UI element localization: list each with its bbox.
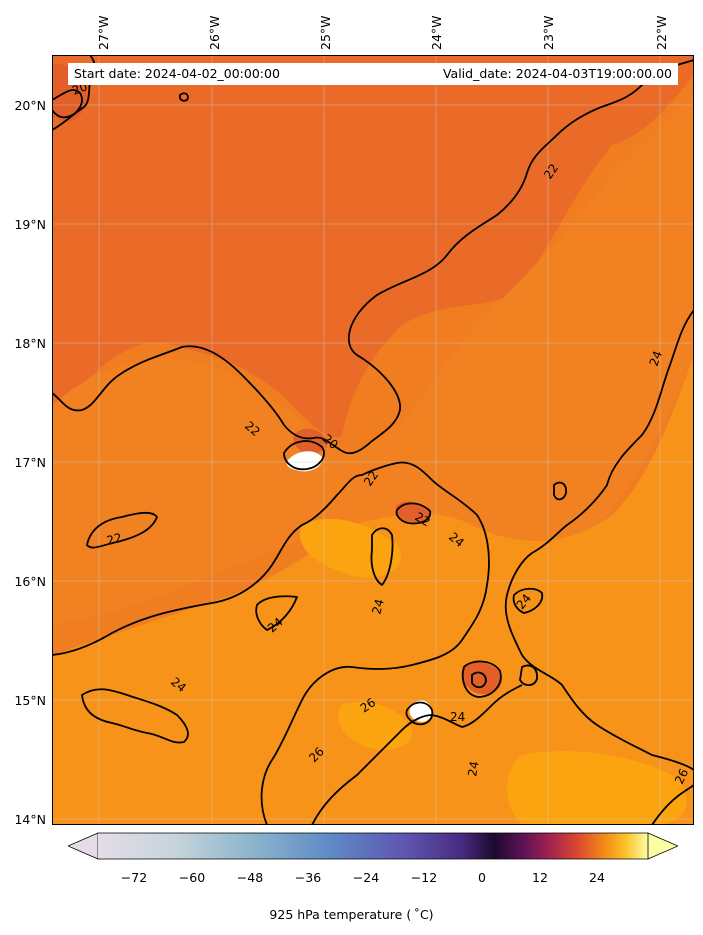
lat-label-15n: 15°N — [14, 693, 46, 708]
contour-24-west — [81, 688, 189, 744]
field-mid-band — [52, 95, 694, 625]
contour-22-northeast — [341, 59, 694, 455]
colorbar-tick: −12 — [410, 870, 438, 885]
lat-label-17n: 17°N — [14, 455, 46, 470]
date-info-box: Start date: 2024-04-02_00:00:00 Valid_da… — [68, 63, 678, 85]
field-dark-spot-2 — [395, 501, 430, 523]
contour-24-small-5 — [519, 664, 538, 687]
contour-26-southeast — [651, 784, 694, 825]
colorbar-tick: 12 — [532, 870, 548, 885]
colorbar-extend-min — [68, 832, 99, 860]
lat-label-20n: 20°N — [14, 98, 46, 113]
map-frame — [52, 55, 694, 825]
contour-label-group: 20 22 22 22 22 24 24 24 24 24 24 24 24 2… — [70, 79, 691, 786]
contour-lines — [52, 55, 694, 825]
contour-24-east — [504, 309, 694, 771]
lon-label-27w: 27°W — [96, 15, 111, 50]
contour-20-nw — [52, 89, 83, 119]
contour-label: 24 — [369, 597, 386, 615]
contour-small-ne-loop — [178, 92, 189, 102]
contour-24-small-1 — [255, 595, 298, 631]
contour-label: 26 — [672, 767, 691, 787]
field-dark-spot-3 — [461, 661, 503, 695]
contour-label: 24 — [647, 349, 665, 368]
contour-label: 24 — [465, 760, 481, 777]
colorbar-extend-max — [647, 832, 678, 860]
colorbar-tick: 0 — [478, 870, 486, 885]
lat-label-14n: 14°N — [14, 812, 46, 827]
colorbar-tick: −72 — [120, 870, 148, 885]
lat-label-18n: 18°N — [14, 336, 46, 351]
temperature-map: 20 22 22 22 22 24 24 24 24 24 24 24 24 2… — [52, 55, 694, 825]
contour-loop-se-1 — [461, 660, 502, 698]
lon-label-23w: 23°W — [541, 15, 556, 50]
contour-24-loop-center — [395, 502, 432, 525]
colorbar-body — [98, 833, 648, 859]
colorbar-tick: 24 — [589, 870, 605, 885]
field-warm-south — [52, 355, 694, 825]
contour-label: 22 — [413, 509, 433, 529]
field-hot-patch-1 — [300, 518, 401, 578]
colorbar-tick: −60 — [178, 870, 206, 885]
contour-label: 22 — [105, 530, 123, 547]
lat-label-16n: 16°N — [14, 574, 46, 589]
colorbar-label: 925 hPa temperature ( ˚C) — [269, 907, 434, 922]
contour-22-loop-west — [86, 511, 158, 549]
lon-label-24w: 24°W — [429, 15, 444, 50]
graticule — [52, 55, 694, 825]
contour-24-small-2 — [370, 527, 394, 586]
colorbar-tick: −48 — [236, 870, 264, 885]
start-date-text: Start date: 2024-04-02_00:00:00 — [74, 66, 280, 81]
lon-label-22w: 22°W — [654, 15, 669, 50]
colorbar — [68, 832, 678, 860]
contour-20-loop — [283, 440, 325, 471]
field-cool-north — [52, 55, 694, 438]
contour-24-small-4 — [553, 481, 567, 501]
contour-label: 24 — [450, 710, 465, 724]
colorbar-tick: −36 — [294, 870, 322, 885]
valid-date-text: Valid_date: 2024-04-03T19:00:00.00 — [442, 66, 672, 81]
contour-loop-26-south — [405, 701, 434, 726]
contour-22-north — [52, 345, 343, 452]
lat-label-19n: 19°N — [14, 217, 46, 232]
lon-label-26w: 26°W — [207, 15, 222, 50]
field-hot-patch-3 — [507, 751, 687, 825]
contour-loop-se-2 — [471, 671, 487, 689]
lon-label-25w: 25°W — [318, 15, 333, 50]
colorbar-tick: −24 — [352, 870, 380, 885]
contour-24-main — [52, 461, 490, 825]
contour-24-small-3 — [512, 587, 544, 614]
